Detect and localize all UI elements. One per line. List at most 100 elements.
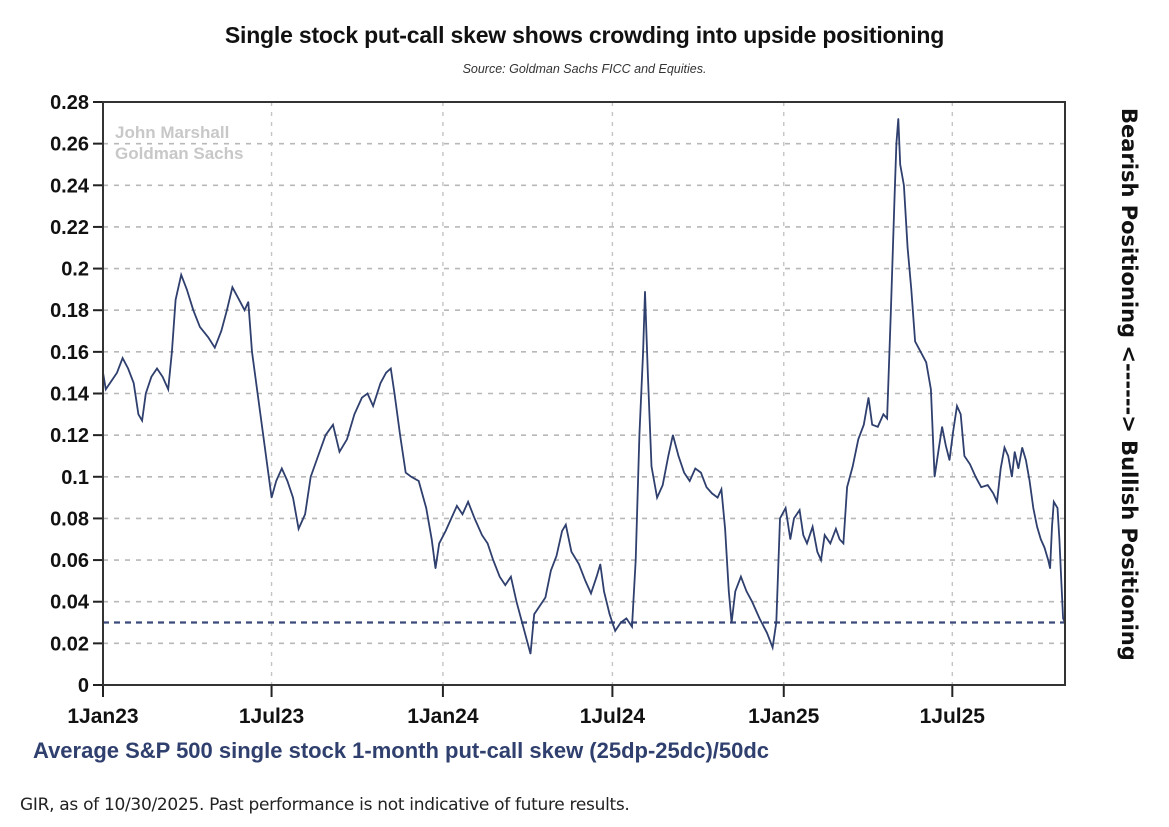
x-tick-labels: 1Jan23 1Jul23 1Jan24 1Jul24 1Jan25 1Jul25 — [67, 705, 985, 728]
data-point — [890, 309, 892, 311]
data-point — [578, 563, 580, 565]
data-point — [487, 542, 489, 545]
data-point — [1058, 538, 1060, 540]
y-tick-label: 0.24 — [50, 175, 90, 197]
y-tick-label: 0.1 — [61, 467, 89, 489]
data-point — [1053, 501, 1055, 503]
chart-source: Source: Goldman Sachs FICC and Equities. — [462, 62, 707, 76]
data-point — [717, 497, 719, 499]
data-point — [141, 420, 143, 422]
data-point — [186, 288, 188, 290]
data-point — [286, 480, 288, 482]
y-tick-label: 0.14 — [50, 384, 90, 406]
data-point — [393, 392, 396, 395]
data-point — [799, 509, 801, 511]
data-point — [385, 372, 387, 374]
data-point — [728, 590, 730, 592]
data-point — [941, 426, 943, 428]
data-point — [133, 382, 135, 384]
data-point — [740, 576, 742, 578]
data-point — [325, 434, 327, 436]
data-point — [731, 621, 733, 624]
data-point — [366, 392, 369, 395]
data-point — [846, 486, 848, 488]
data-point — [510, 576, 512, 578]
data-point — [338, 451, 341, 453]
data-point — [930, 388, 932, 390]
data-point — [515, 601, 518, 603]
data-point — [1049, 567, 1051, 570]
data-point — [317, 455, 319, 457]
data-point — [281, 467, 283, 470]
data-point — [952, 430, 954, 432]
y-tick-label: 0.18 — [50, 300, 89, 322]
data-point — [226, 309, 228, 311]
data-point — [171, 351, 173, 353]
data-point — [499, 576, 501, 578]
data-point — [662, 484, 664, 486]
data-point — [292, 497, 294, 499]
data-point — [960, 413, 962, 415]
data-point — [310, 476, 312, 478]
data-point — [156, 367, 158, 370]
data-point — [635, 559, 637, 561]
data-point — [609, 613, 611, 615]
data-point — [775, 621, 777, 624]
data-point — [672, 434, 674, 436]
y-tick-label: 0.08 — [50, 508, 89, 530]
data-point — [492, 559, 494, 561]
data-point — [877, 426, 879, 428]
data-point — [914, 340, 916, 342]
x-axis-title: Average S&P 500 single stock 1-month put… — [33, 738, 770, 763]
data-point — [842, 542, 845, 545]
data-point — [162, 376, 164, 378]
data-point — [910, 288, 912, 290]
data-point — [137, 413, 139, 415]
data-point — [431, 538, 433, 540]
data-point — [820, 559, 822, 561]
data-point — [614, 630, 616, 632]
data-point — [802, 534, 804, 536]
data-point — [1007, 455, 1009, 457]
series-layer — [102, 118, 1066, 655]
data-point — [244, 309, 246, 311]
data-point — [561, 530, 563, 532]
data-point — [785, 507, 787, 509]
data-point — [772, 646, 774, 649]
data-point — [882, 413, 885, 415]
data-point — [504, 584, 506, 586]
data-point — [705, 486, 708, 488]
data-point — [1036, 526, 1038, 528]
y-tick-label: 0.06 — [50, 550, 89, 572]
chart-title: Single stock put-call skew shows crowdin… — [224, 22, 945, 48]
data-point — [257, 392, 259, 395]
data-point — [867, 397, 870, 399]
right-axis-label: Bearish Positioning <------> Bullish Pos… — [1117, 108, 1141, 661]
data-point — [533, 613, 535, 615]
data-point — [150, 376, 152, 378]
data-point — [220, 330, 222, 332]
data-point — [969, 463, 971, 465]
data-point — [720, 488, 723, 490]
data-point — [751, 601, 753, 603]
data-point — [683, 472, 685, 474]
data-point — [192, 309, 194, 311]
data-point — [711, 492, 713, 494]
y-tick-label: 0 — [78, 675, 89, 697]
data-point — [445, 530, 447, 532]
data-point — [863, 424, 865, 426]
data-point — [899, 163, 901, 166]
data-point — [372, 405, 374, 407]
data-point — [1029, 480, 1031, 482]
data-point — [379, 382, 382, 384]
x-tick-label: 1Jan24 — [407, 705, 479, 728]
data-point — [934, 476, 936, 478]
data-point — [590, 592, 592, 595]
data-point — [199, 326, 201, 328]
data-point — [700, 472, 702, 474]
data-point — [745, 590, 748, 592]
data-point — [829, 542, 831, 545]
data-point — [214, 347, 216, 349]
data-point — [789, 538, 791, 540]
data-point — [779, 517, 781, 520]
